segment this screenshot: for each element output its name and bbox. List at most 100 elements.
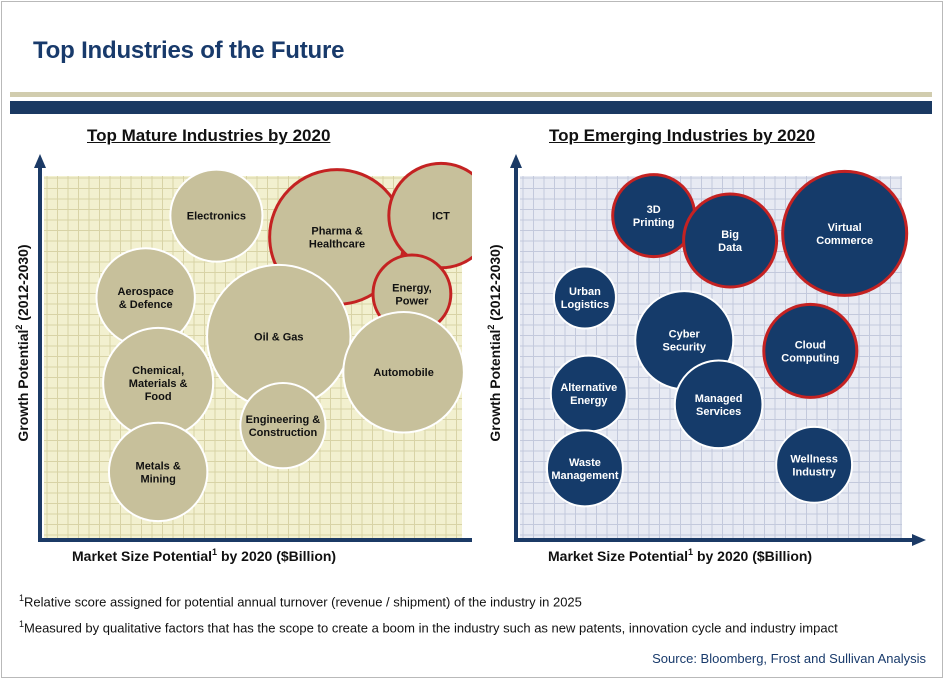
bubble-label-line: ICT [432,211,450,223]
footnote-2-marker: 1 [19,619,25,629]
bubble-label-line: 3D [647,204,661,216]
footnote-1: 1Relative score assigned for potential a… [19,593,582,609]
bubble [775,425,854,504]
y-axis-title: Growth Potential2 (2012-2030) [486,244,503,441]
bubble-label: Waste Management [551,457,619,482]
bubble-label-line: Power [395,295,429,307]
bubble-label: Cyber Security [663,329,707,354]
mature-industries-chart: Market Size Potential1 by 2020 ($Billion… [14,154,472,564]
bubble-label-line: Energy [570,395,608,407]
bubble-label-line: Big [721,229,739,241]
x-axis-title-sup: 1 [688,547,693,557]
bubble-label: Energy, Power [392,282,432,307]
bubble-label-line: Cloud [795,339,826,351]
bubble-label: Electronics [187,211,246,223]
header-band-tan [10,92,932,97]
bubble [342,310,465,434]
bubble [239,382,327,470]
footnote-2: 1Measured by qualitative factors that ha… [19,619,838,635]
bubble [552,265,617,330]
bubble-label-line: Materials & [129,378,188,390]
bubble-label-line: Services [696,406,741,418]
bubble-label-line: Security [663,342,707,354]
bubble-label: Engineering & Construction [246,414,321,439]
bubble-label: Big Data [718,229,743,254]
bubble-label-line: Virtual [828,222,862,234]
bubble-label-line: Urban [569,286,601,298]
y-axis-title-sup: 2 [14,325,24,330]
bubble-label-line: Data [718,242,743,254]
mature-chart-title: Top Mature Industries by 2020 [87,126,331,145]
bubble-label-line: Chemical, [132,365,184,377]
bubble-label-line: Healthcare [309,238,365,250]
bubble-label-line: Cyber [669,329,701,341]
emerging-chart-title: Top Emerging Industries by 2020 [549,126,816,145]
y-axis-arrow [34,154,46,168]
bubble [545,429,624,508]
footnote-2-text: Measured by qualitative factors that has… [24,620,838,636]
footnote-1-marker: 1 [19,593,25,603]
bubble [682,192,779,289]
bubble-label: 3D Printing [633,204,675,229]
bubble-label: Wellness Industry [790,453,838,478]
bubble-label: Managed Services [695,393,743,418]
bubble-label-line: Food [145,391,172,403]
x-axis-title-suffix: by 2020 ($Billion) [693,548,812,564]
bubble-label: Cloud Computing [781,339,839,364]
bubble [169,168,264,263]
bubble-label-line: Engineering & [246,414,321,426]
page-title: Top Industries of the Future [33,37,345,64]
footnote-1-text: Relative score assigned for potential an… [24,594,582,610]
header-band-navy [10,101,932,114]
bubble [781,169,909,297]
bubble-label: Chemical, Materials & Food [129,365,188,403]
x-axis-title-suffix: by 2020 ($Billion) [217,548,336,564]
y-axis-title-text: Growth Potential [487,330,503,442]
x-axis-title-text: Market Size Potential [548,548,688,564]
bubble [673,359,764,450]
x-axis-title-sup: 1 [212,547,217,557]
y-axis-title-suffix: (2012-2030) [15,244,31,324]
bubble-label: Pharma & Healthcare [309,225,365,250]
bubble-label-line: Electronics [187,211,246,223]
bubble-label: Automobile [373,367,434,379]
bubble-label-line: Pharma & [311,225,362,237]
bubble-label-line: Commerce [816,235,873,247]
bubble-label-line: Industry [792,466,836,478]
source-note: Source: Bloomberg, Frost and Sullivan An… [652,651,926,666]
y-axis-arrow [510,154,522,168]
bubble [107,421,209,523]
bubble-label-line: & Defence [119,299,173,311]
bubble-label-line: Alternative [560,382,617,394]
bubble-label-line: Automobile [373,367,434,379]
x-axis-title-text: Market Size Potential [72,548,212,564]
bubble-label: Alternative Energy [560,382,617,407]
bubble-label-line: Energy, [392,282,432,294]
bubble-label: Aerospace & Defence [118,286,174,311]
bubble-label-line: Aerospace [118,286,174,298]
bubble-label: Oil & Gas [254,332,304,344]
bubble-label-line: Computing [781,352,839,364]
bubble-label-line: Logistics [561,299,609,311]
bubble-label: ICT [432,211,450,223]
x-axis-arrow [912,534,926,546]
x-axis-title: Market Size Potential1 by 2020 ($Billion… [72,547,336,564]
emerging-industries-chart: Market Size Potential1 by 2020 ($Billion… [486,154,926,564]
y-axis-title-suffix: (2012-2030) [487,244,503,324]
y-axis-title-text: Growth Potential [15,330,31,442]
bubble-label-line: Metals & [136,460,181,472]
bubble-label-line: Printing [633,217,675,229]
bubble-label-line: Wellness [790,453,838,465]
bubble-label: Virtual Commerce [816,222,873,247]
x-axis-title: Market Size Potential1 by 2020 ($Billion… [548,547,812,564]
bubble-label-line: Mining [140,473,175,485]
bubble-label-line: Management [551,470,619,482]
bubble [762,302,859,399]
bubble-label-line: Managed [695,393,743,405]
bubble-label-line: Construction [249,427,318,439]
bubble-label-line: Oil & Gas [254,332,304,344]
bubble-label-line: Waste [569,457,601,469]
y-axis-title: Growth Potential2 (2012-2030) [14,244,31,441]
y-axis-title-sup: 2 [486,325,496,330]
